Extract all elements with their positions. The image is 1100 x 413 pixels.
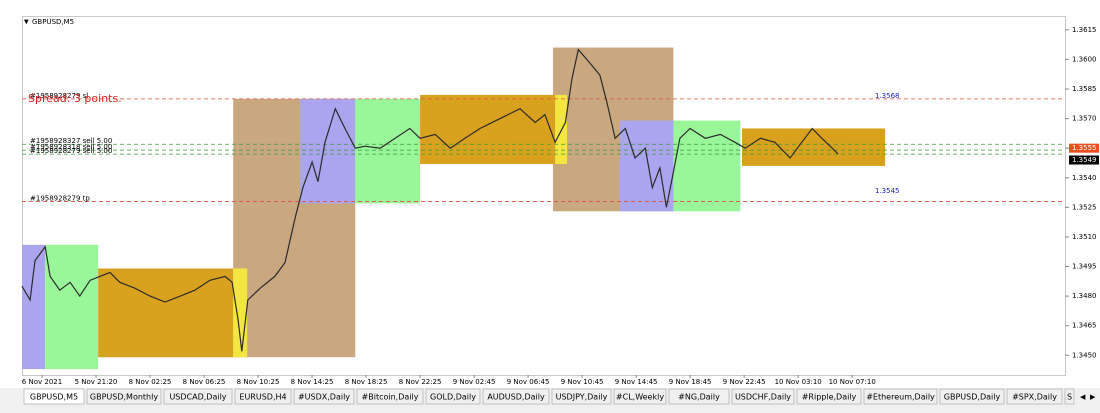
tab-label[interactable]: #USDX,Daily [298, 393, 350, 402]
tab-label[interactable]: #SPX,Daily [1012, 393, 1057, 402]
x-tick-label: 9 Nov 14:45 [615, 378, 658, 386]
chart-title: GBPUSD,M5 [32, 18, 74, 26]
tab[interactable] [86, 388, 162, 405]
tab-label[interactable]: S [1067, 393, 1072, 402]
tab-label[interactable]: GBPUSD,M5 [30, 393, 78, 402]
x-tick-label: 8 Nov 02:25 [129, 378, 172, 386]
y-tick-label: 1.3600 [1072, 55, 1097, 63]
tab-label[interactable]: GOLD,Daily [430, 393, 476, 402]
tab-label[interactable]: USDCHF,Daily [735, 393, 791, 402]
spread-text: Spread: 3 points. [28, 92, 122, 105]
order-label: #1958928327 sell 5.00 [30, 137, 112, 145]
order-label: #1958928318 sell 5.00 [30, 143, 112, 151]
tab[interactable] [482, 388, 550, 405]
y-tick-label: 1.3570 [1072, 115, 1097, 123]
tab-list: GBPUSD,M5 GBPUSD,Monthly USDCAD,Daily EURUS… [23, 388, 1075, 405]
tab[interactable] [1064, 388, 1075, 405]
tab[interactable] [551, 388, 612, 405]
zone [673, 120, 741, 212]
y-tick-label: 1.3480 [1072, 292, 1097, 300]
x-tick-label: 10 Nov 07:10 [829, 378, 876, 386]
tab-label[interactable]: #CL,Weekly [616, 393, 664, 402]
x-tick-label: 10 Nov 03:10 [775, 378, 822, 386]
tab[interactable] [863, 388, 938, 405]
x-tick-label: 9 Nov 18:45 [669, 378, 712, 386]
tab-label[interactable]: GBPUSD,Daily [944, 393, 1001, 402]
tab[interactable] [356, 388, 424, 405]
tab-label[interactable]: #Ethereum,Daily [866, 393, 935, 402]
zone [741, 128, 886, 166]
price-tag-label: 1.3549 [1072, 156, 1097, 164]
tab-label[interactable]: GBPUSD,Monthly [90, 393, 158, 402]
tab-scroll-right[interactable]: ▶ [1090, 393, 1096, 401]
price-tag-label: 1.3555 [1072, 144, 1097, 152]
y-tick-label: 1.3465 [1072, 322, 1097, 330]
y-tick-label: 1.3510 [1072, 233, 1097, 241]
tab[interactable] [939, 388, 1005, 405]
tab[interactable] [234, 388, 292, 405]
x-tick-label: 8 Nov 14:25 [291, 378, 334, 386]
price-tag [1069, 155, 1099, 165]
zone [98, 268, 234, 358]
x-tick-label: 9 Nov 10:45 [561, 378, 604, 386]
tab-label[interactable]: #Ripple,Daily [802, 393, 857, 402]
tab[interactable] [293, 388, 355, 405]
tab-scroll-left[interactable]: ◀ [1080, 393, 1086, 401]
y-tick-label: 1.3585 [1072, 85, 1097, 93]
tab[interactable] [425, 388, 481, 405]
order-label: #1958928279 tp [30, 194, 90, 202]
zone [45, 244, 99, 370]
y-tick-label: 1.3495 [1072, 263, 1097, 271]
tab-label[interactable]: #NG,Daily [678, 393, 720, 402]
zone [420, 94, 556, 164]
x-tick-label: 6 Nov 2021 [22, 378, 62, 386]
chart-frame [22, 16, 1066, 376]
x-tick-label: 8 Nov 22:25 [399, 378, 442, 386]
y-tick-label: 1.3540 [1072, 174, 1097, 182]
zone [300, 98, 356, 204]
order-label: #1958928279 sell 5.00 [30, 147, 112, 155]
tab[interactable] [668, 388, 730, 405]
x-tick-label: 8 Nov 06:25 [183, 378, 226, 386]
zone [233, 268, 248, 358]
plot-area: #1958928279 sl#1958928327 sell 5.00#1958… [21, 47, 1065, 370]
y-tick-label: 1.3525 [1072, 203, 1097, 211]
tab[interactable] [731, 388, 795, 405]
tab-label[interactable]: AUDUSD,Daily [487, 393, 545, 402]
price-line [21, 48, 839, 352]
order-label: #1958928279 sl [30, 92, 88, 100]
tab-label[interactable]: EURUSD,H4 [239, 393, 286, 402]
tab[interactable] [613, 388, 667, 405]
x-tick-label: 9 Nov 22:45 [723, 378, 766, 386]
y-tick-label: 1.3450 [1072, 351, 1097, 359]
x-tick-label: 8 Nov 10:25 [237, 378, 280, 386]
zone [22, 244, 46, 370]
tab[interactable] [796, 388, 862, 405]
tab-label[interactable]: USDCAD,Daily [169, 393, 226, 402]
x-tick-label: 8 Nov 18:25 [345, 378, 388, 386]
tab-label[interactable]: USDJPY,Daily [556, 393, 608, 402]
zone [355, 98, 421, 204]
x-tick-label: 9 Nov 02:45 [453, 378, 496, 386]
annotation: 1.3545 [875, 187, 900, 195]
y-tick-label: 1.3615 [1072, 26, 1097, 34]
x-tick-label: 5 Nov 21:20 [75, 378, 118, 386]
toolbar-arrow: ▼ [24, 19, 29, 26]
zone [555, 94, 567, 164]
tab-label[interactable]: #Bitcoin,Daily [362, 393, 419, 402]
price-tag [1069, 143, 1099, 153]
tab[interactable] [23, 388, 85, 405]
tab[interactable] [163, 388, 233, 405]
x-tick-label: 9 Nov 06:45 [507, 378, 550, 386]
tab[interactable] [1006, 388, 1063, 405]
annotation: 1.3568 [875, 92, 900, 100]
